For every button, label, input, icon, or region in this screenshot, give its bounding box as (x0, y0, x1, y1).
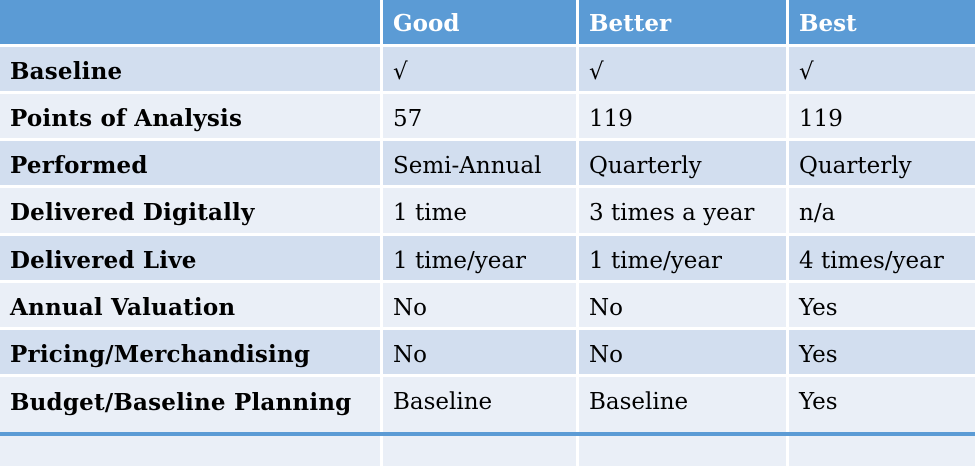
table-cell: Yes (789, 330, 975, 374)
table-cell: Semi-Annual (383, 141, 576, 185)
table-cell: 119 (789, 94, 975, 138)
table-cell: 1 time/year (383, 236, 576, 280)
table-cell: No (579, 330, 786, 374)
table-cell: √ (579, 47, 786, 91)
header-cell-blank (0, 0, 380, 44)
table-cell: No (383, 330, 576, 374)
table-cell: Baseline (579, 377, 786, 466)
row-label-delivered-live: Delivered Live (0, 236, 380, 280)
header-cell-better: Better (579, 0, 786, 44)
row-label-baseline: Baseline (0, 47, 380, 91)
row-label-budget-baseline-planning: Budget/Baseline Planning (0, 377, 380, 466)
table-cell: Baseline (383, 377, 576, 466)
row-label-delivered-digitally: Delivered Digitally (0, 188, 380, 233)
row-label-pricing-merchandising: Pricing/Merchandising (0, 330, 380, 374)
table-cell: 3 times a year (579, 188, 786, 233)
table-cell: 57 (383, 94, 576, 138)
table-cell: Yes (789, 283, 975, 327)
table-cell: n/a (789, 188, 975, 233)
table-cell: Yes (789, 377, 975, 466)
table-bottom-border (0, 432, 975, 436)
header-cell-good: Good (383, 0, 576, 44)
table-cell: No (579, 283, 786, 327)
row-label-points-of-analysis: Points of Analysis (0, 94, 380, 138)
table-cell: Quarterly (789, 141, 975, 185)
table-cell: 1 time (383, 188, 576, 233)
row-label-annual-valuation: Annual Valuation (0, 283, 380, 327)
header-cell-best: Best (789, 0, 975, 44)
table-cell: 119 (579, 94, 786, 138)
table-cell: 4 times/year (789, 236, 975, 280)
table-cell: 1 time/year (579, 236, 786, 280)
table-cell: Quarterly (579, 141, 786, 185)
table-cell: √ (789, 47, 975, 91)
table-cell: No (383, 283, 576, 327)
row-label-performed: Performed (0, 141, 380, 185)
table-cell: √ (383, 47, 576, 91)
